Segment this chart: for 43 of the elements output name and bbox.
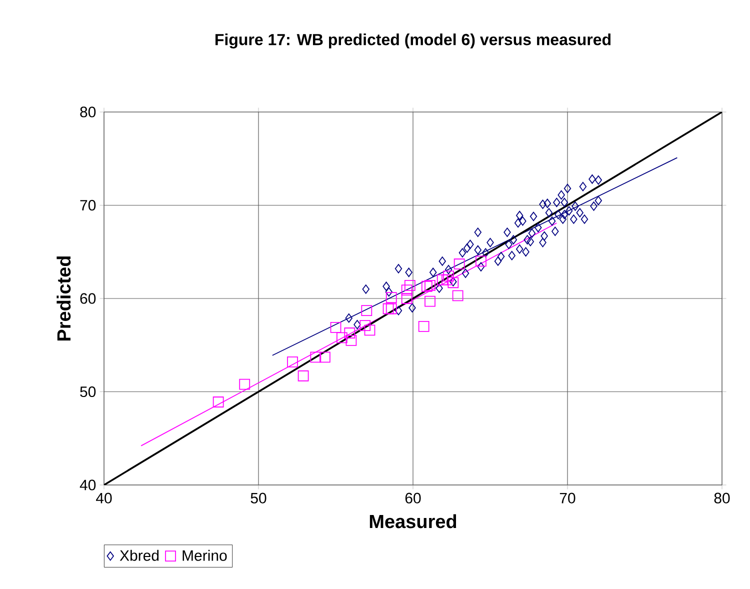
x-tick-label: 80 (714, 492, 730, 504)
y-axis-title: Predicted (56, 256, 71, 341)
point (364, 324, 376, 336)
y-tick-label: 60 (80, 293, 96, 304)
point (319, 352, 330, 363)
point (424, 296, 436, 307)
x-tick-label: 70 (560, 492, 576, 504)
x-tick-label: 60 (405, 492, 421, 504)
chart-title: Figure 17: WB predicted (model 6) versus measured (216, 34, 610, 48)
legend-label: Xbred (120, 550, 159, 561)
x-tick-label: 50 (250, 492, 266, 504)
point (360, 320, 371, 331)
y-tick-label: 40 (80, 480, 96, 490)
point (239, 378, 250, 390)
point (361, 305, 372, 316)
point (287, 356, 298, 368)
point (382, 303, 394, 314)
y-tick-label: 50 (80, 386, 96, 398)
point (401, 293, 412, 304)
point (386, 292, 397, 304)
point (386, 303, 397, 314)
point (442, 274, 452, 286)
point (424, 280, 436, 291)
point (436, 274, 448, 286)
y-tick-label: 70 (80, 200, 96, 211)
point (298, 370, 309, 382)
point (404, 280, 416, 291)
x-tick-label: 40 (96, 492, 112, 504)
point (310, 352, 322, 363)
point (421, 280, 432, 292)
point (443, 270, 454, 282)
point (401, 284, 412, 296)
point (344, 328, 356, 338)
point (452, 290, 464, 302)
legend-label: Merino (182, 550, 227, 561)
point (330, 322, 342, 333)
point (454, 258, 465, 270)
point (346, 335, 357, 346)
x-axis-title: Measured (370, 514, 456, 528)
y-tick-label: 80 (80, 106, 96, 118)
point (336, 332, 348, 344)
point (212, 396, 224, 408)
point (418, 321, 430, 332)
